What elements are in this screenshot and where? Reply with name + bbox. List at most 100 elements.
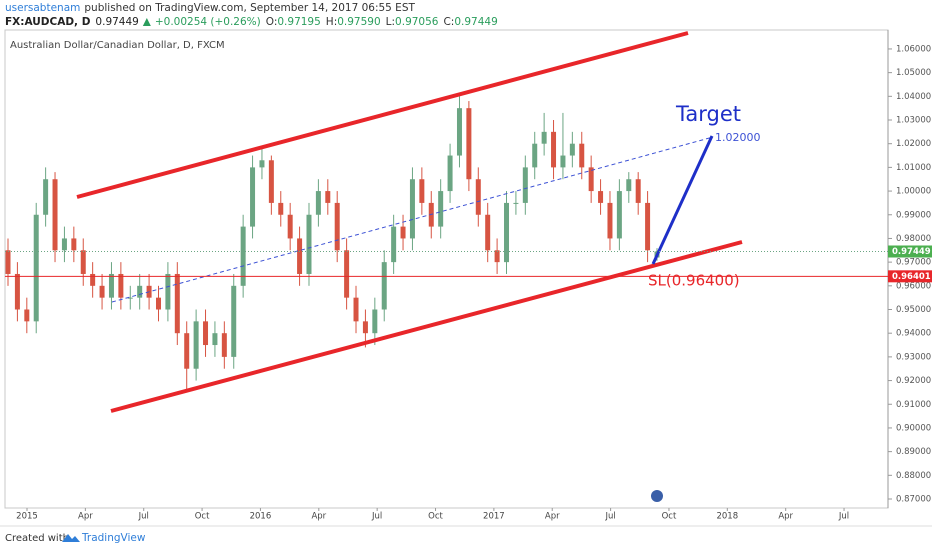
candle-body (250, 167, 256, 227)
candle-body (71, 238, 77, 251)
channel-upper (76, 31, 689, 199)
candle-body (221, 333, 227, 357)
x-tick-label: 2016 (250, 512, 272, 522)
y-tick-label: 1.00000 (896, 187, 931, 197)
candle-body (80, 250, 86, 274)
y-tick-label: 1.02000 (896, 139, 931, 149)
candle-body (485, 214, 491, 251)
change: +0.00254 (+0.26%) (155, 16, 261, 28)
target-arrow (651, 135, 714, 265)
candle-body (43, 179, 49, 215)
x-tick-label: 2015 (16, 512, 38, 522)
event-icon[interactable] (651, 490, 663, 502)
y-tick-label: 0.92000 (896, 376, 931, 386)
candle-body (447, 155, 453, 192)
y-tick-label: 0.90000 (896, 423, 931, 433)
footer-brand[interactable]: TradingView (81, 532, 146, 544)
candle-body (579, 143, 585, 168)
x-tick-label: Oct (195, 512, 210, 522)
candle-body (14, 273, 20, 310)
candle-body (118, 273, 124, 298)
candle-body (400, 226, 406, 239)
candle-body (231, 285, 237, 357)
candle-body (240, 226, 246, 286)
candle-body (155, 297, 161, 310)
y-tick-label: 0.89000 (896, 447, 931, 457)
stop-loss-text: SL(0.96400) (648, 272, 740, 290)
candle-body (504, 202, 510, 263)
tradingview-logo (62, 534, 80, 542)
stop-loss-badge (888, 270, 932, 283)
candle-body (127, 297, 133, 299)
channel-mid (111, 136, 714, 303)
header-line-2: FX:AUDCAD, D 0.97449 +0.00254 (+0.26%) O:0.… (5, 16, 498, 28)
candle-body (522, 167, 528, 203)
candle-body (278, 202, 284, 215)
y-tick-label: 1.04000 (896, 92, 931, 102)
candle-body (287, 214, 293, 239)
candle-body (391, 226, 397, 263)
candle-body (268, 160, 274, 203)
chart-title: Australian Dollar/Canadian Dollar, D, FX… (10, 40, 225, 51)
candle-body (419, 179, 425, 203)
target-level: 1.02000 (715, 131, 761, 144)
y-tick-label: 1.03000 (896, 116, 931, 126)
y-tick-label: 0.94000 (896, 329, 931, 339)
candle-body (334, 202, 340, 251)
y-tick-label: 0.91000 (896, 400, 931, 410)
ohlc-label: L: (386, 16, 395, 28)
candle-body (532, 143, 538, 168)
candle-body (52, 179, 58, 251)
last-price-value: 0.97449 (892, 247, 931, 257)
candle-body (325, 191, 331, 203)
x-tick-label: Jul (371, 512, 382, 522)
y-tick-label: 1.01000 (896, 163, 931, 173)
ohlc-label: H: (326, 16, 337, 28)
candle-body (494, 250, 500, 263)
x-tick-label: Jul (604, 512, 615, 522)
x-tick-label: Jul (838, 512, 849, 522)
candle-body (560, 155, 566, 168)
candle-body (372, 309, 378, 334)
last-price-badge (888, 245, 932, 258)
candle-body (541, 131, 547, 144)
y-tick-label: 0.88000 (896, 471, 931, 481)
y-tick-label: 0.99000 (896, 210, 931, 220)
candle-body (598, 191, 604, 203)
candle-body (61, 238, 67, 251)
candle-body (475, 179, 481, 215)
ohlc-value: 0.97056 (395, 16, 439, 28)
header-line-1: usersabtenam published on TradingView.com… (5, 2, 415, 14)
footer-created: Created with (5, 533, 69, 544)
price: 0.97449 (95, 16, 138, 28)
candle-body (409, 179, 415, 239)
x-tick-label: 2017 (483, 512, 505, 522)
author[interactable]: usersabtenam (5, 2, 80, 14)
ohlc-label: C: (443, 16, 454, 28)
candle-body (137, 285, 143, 298)
published: published on TradingView.com, September … (84, 2, 415, 14)
ohlc-value: 0.97195 (277, 16, 320, 28)
y-tick-label: 0.87000 (896, 494, 931, 504)
y-tick-label: 0.98000 (896, 234, 931, 244)
candle-body (297, 238, 303, 274)
candle-body (108, 273, 114, 298)
symbol: FX:AUDCAD, D (5, 16, 91, 28)
target-text: Target (675, 102, 741, 126)
candles (5, 96, 660, 393)
stop-loss-value: 0.96401 (892, 272, 931, 282)
x-tick-label: Apr (311, 512, 326, 522)
candle-body (569, 143, 575, 156)
candle-body (645, 202, 651, 251)
y-tick-label: 0.95000 (896, 305, 931, 315)
y-tick-label: 0.93000 (896, 352, 931, 362)
x-tick-label: Apr (545, 512, 560, 522)
x-tick-label: Apr (78, 512, 93, 522)
candle-body (438, 191, 444, 227)
candle-body (24, 309, 30, 322)
candle-body (174, 273, 180, 334)
candle-body (551, 131, 557, 168)
x-tick-label: Oct (662, 512, 677, 522)
candle-body (315, 191, 321, 215)
